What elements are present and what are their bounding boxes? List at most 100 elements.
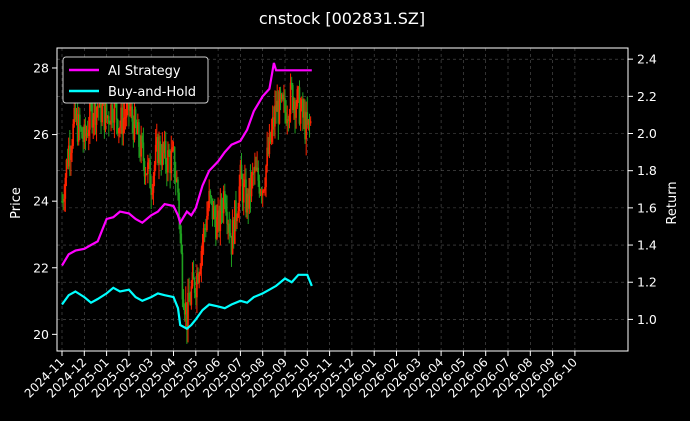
candle-body	[210, 196, 213, 199]
x-axis: 2024-112024-122025-012025-022025-032025-…	[22, 351, 580, 401]
candle-body	[111, 104, 113, 122]
candle-body	[125, 101, 128, 118]
candle-body	[64, 177, 67, 199]
candle-body	[290, 82, 293, 85]
candle-body	[152, 175, 155, 193]
candle-body	[118, 128, 120, 134]
candle-body	[73, 107, 76, 124]
candle-body	[205, 229, 207, 231]
candle-body	[244, 179, 246, 184]
series-lines	[61, 62, 313, 331]
candle-body	[193, 279, 196, 293]
candle-body	[100, 93, 102, 123]
candle-body	[130, 106, 132, 110]
candle-body	[266, 147, 268, 166]
candle-body	[71, 145, 73, 153]
candle-body	[228, 223, 231, 233]
candle-body	[67, 145, 70, 167]
candle-body	[221, 210, 224, 214]
candle-body	[141, 135, 144, 143]
candle-body	[183, 308, 186, 315]
candle-body	[192, 272, 195, 280]
candle-body	[139, 146, 141, 157]
candle-body	[168, 150, 170, 156]
candle-body	[298, 87, 301, 124]
candle-body	[273, 117, 275, 127]
candle-body	[161, 143, 164, 166]
candle-body	[190, 286, 193, 305]
candle-body	[108, 116, 110, 124]
candle-body	[303, 111, 305, 118]
candle-body	[181, 252, 184, 300]
candle-body	[170, 151, 173, 174]
candle-body	[219, 199, 222, 232]
candle-body	[176, 179, 178, 182]
candle-body	[308, 119, 311, 124]
left-tick-label: 24	[33, 194, 49, 209]
y-axis-label-right: Return	[665, 181, 680, 224]
candle-body	[180, 233, 183, 253]
legend-label-ai-strategy: AI Strategy	[108, 64, 181, 79]
candle-body	[65, 159, 68, 178]
candle-body	[217, 210, 219, 218]
candle-body	[248, 178, 251, 209]
candle-body	[208, 190, 210, 208]
candle-body	[295, 106, 297, 118]
candle-body	[206, 215, 208, 231]
candle-body	[66, 159, 69, 167]
candle-body	[133, 109, 136, 140]
candle-body	[70, 152, 72, 160]
left-axis: 20 22 24 26 28	[33, 60, 57, 342]
candle-body	[113, 99, 116, 123]
candle-body	[61, 201, 63, 203]
candle-body	[135, 124, 138, 135]
candle-body	[255, 166, 257, 171]
candle-body	[240, 164, 243, 179]
price-candles	[61, 73, 312, 344]
candle-body	[197, 273, 199, 283]
candle-body	[138, 122, 140, 147]
candle-body	[137, 122, 139, 135]
candle-body	[211, 198, 214, 220]
candle-body	[162, 143, 165, 154]
candle-body	[93, 99, 96, 120]
candle-body	[191, 272, 194, 287]
candle-body	[199, 268, 202, 275]
candle-body	[283, 98, 285, 100]
candle-body	[239, 164, 242, 187]
candle-body	[235, 200, 237, 222]
candle-body	[145, 173, 148, 175]
candle-body	[72, 123, 74, 146]
candle-body	[227, 223, 229, 225]
candle-body	[279, 91, 282, 100]
candle-body	[234, 200, 236, 244]
candle-body	[112, 121, 115, 123]
candle-body	[82, 138, 84, 142]
candle-body	[80, 127, 82, 129]
candle-body	[281, 94, 284, 100]
candle-body	[213, 206, 216, 218]
candle-body	[172, 146, 175, 148]
candle-body	[287, 119, 290, 122]
candle-body	[140, 135, 142, 157]
candle-body	[261, 190, 264, 196]
candle-body	[119, 126, 121, 129]
right-tick-label: 2.0	[637, 126, 657, 141]
candle-body	[198, 274, 200, 283]
right-tick-label: 2.2	[637, 89, 657, 104]
candle-body	[203, 228, 206, 230]
candle-body	[267, 147, 270, 154]
candle-body	[147, 162, 149, 175]
candle-body	[164, 140, 167, 165]
candle-body	[302, 99, 304, 118]
candle-body	[220, 199, 223, 211]
candle-body	[200, 250, 203, 269]
candle-body	[276, 100, 278, 112]
candle-body	[83, 124, 86, 142]
candle-body	[94, 99, 97, 125]
candle-body	[158, 141, 160, 164]
candle-body	[85, 133, 88, 137]
left-tick-label: 26	[33, 127, 49, 142]
candle-body	[167, 150, 169, 173]
candle-body	[97, 106, 100, 108]
